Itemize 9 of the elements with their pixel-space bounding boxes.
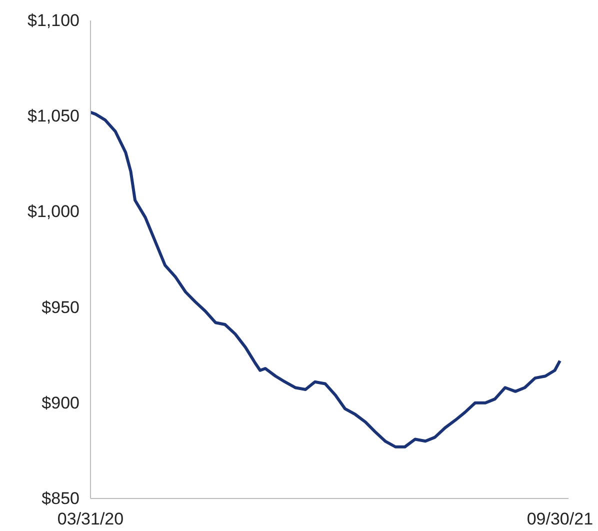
x-tick-label: 09/30/21 [526, 510, 594, 528]
x-tick-label: 03/31/20 [57, 510, 124, 528]
line-series [90, 110, 562, 448]
y-tick-label: $1,000 [28, 202, 80, 222]
y-tick-label: $1,100 [28, 11, 80, 30]
y-tick-label: $1,050 [28, 106, 80, 126]
y-tick-label: $950 [42, 298, 80, 317]
y-tick-label: $850 [42, 489, 80, 508]
y-tick-label: $900 [42, 393, 80, 412]
